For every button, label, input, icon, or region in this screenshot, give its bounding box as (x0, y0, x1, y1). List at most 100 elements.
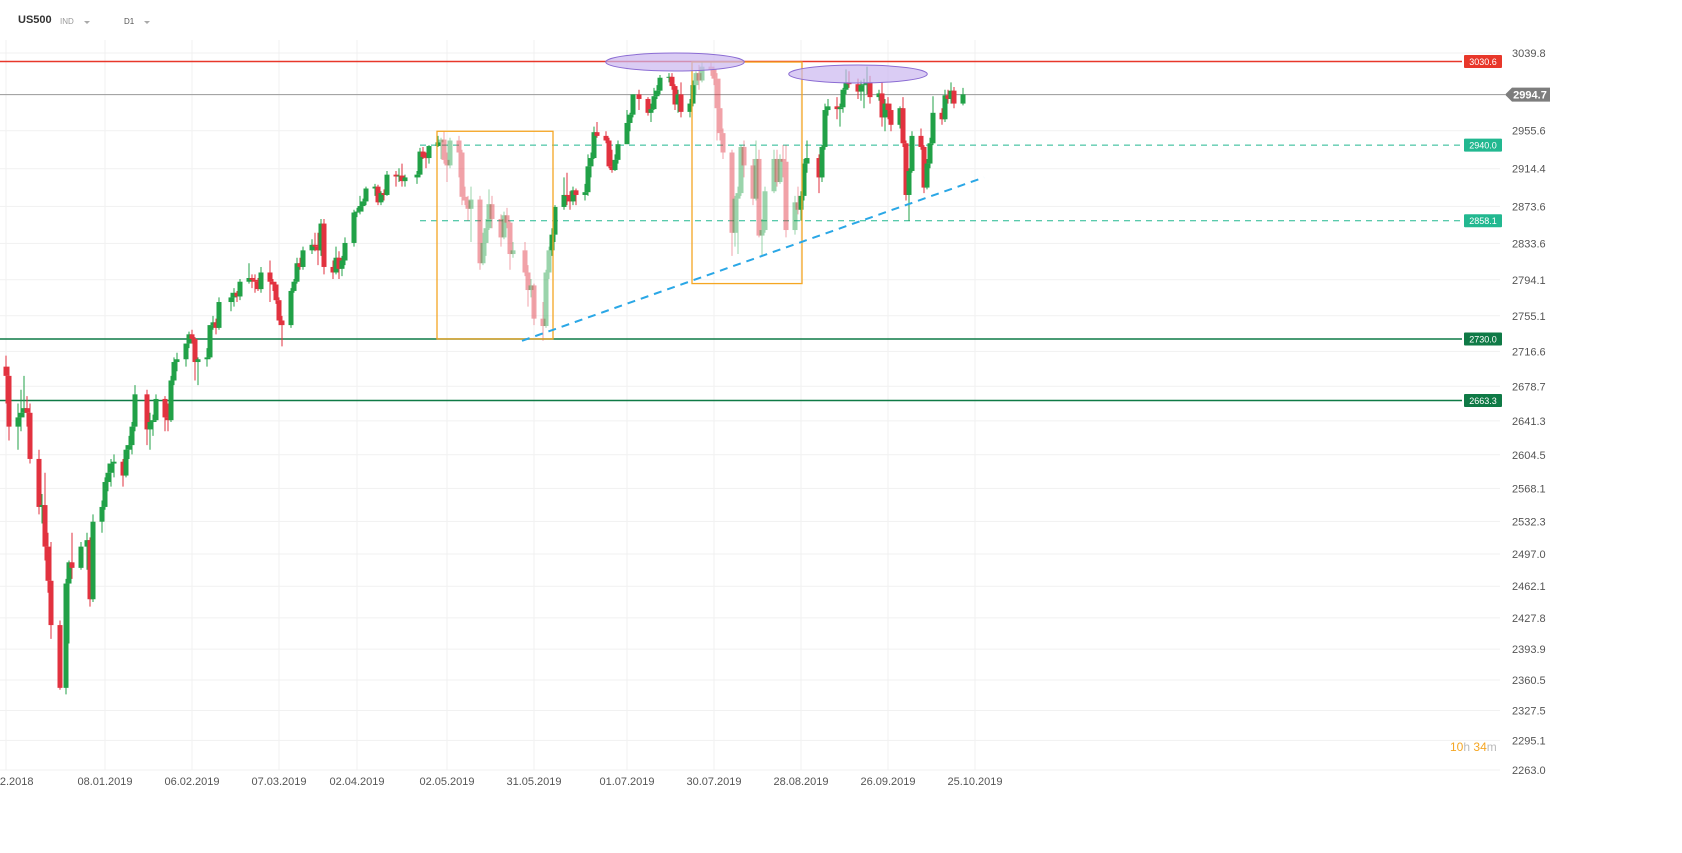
bullish-candle (378, 191, 384, 206)
candle-body (921, 146, 927, 188)
candle-body (204, 357, 210, 360)
bullish-candle (126, 435, 132, 459)
bullish-candle (906, 168, 912, 221)
bullish-candle (897, 106, 903, 129)
consolidation-box (436, 130, 554, 340)
y-tick-label: 2532.3 (1512, 516, 1546, 528)
bullish-candle (588, 152, 594, 178)
candle-body (816, 158, 822, 178)
candle-body (375, 186, 381, 203)
candle-body (501, 215, 507, 238)
bearish-candle (507, 220, 513, 270)
bearish-candle (144, 389, 150, 446)
candle-body (111, 461, 117, 464)
bearish-candle (321, 218, 327, 275)
candle-body (900, 108, 906, 144)
bullish-candle (360, 198, 366, 212)
candle-body (27, 412, 33, 459)
candle-body (780, 158, 786, 162)
bullish-candle (396, 168, 402, 183)
symbol-label[interactable]: US500 (18, 14, 52, 26)
timeframe-selector[interactable]: D1 (124, 17, 151, 26)
bullish-candle (762, 186, 768, 233)
bullish-candle (18, 389, 24, 432)
bullish-candle (549, 228, 555, 256)
bearish-candle (669, 73, 675, 90)
bearish-candle (444, 152, 450, 183)
bearish-candle (729, 149, 735, 256)
candle-body (168, 380, 174, 421)
bearish-candle (276, 297, 282, 326)
candle-body (837, 107, 843, 110)
bullish-candle (318, 218, 324, 256)
candle-body (234, 292, 240, 297)
bullish-candle (21, 375, 27, 418)
candle-body (381, 193, 387, 195)
candle-body (717, 108, 723, 134)
candle-body (477, 199, 483, 264)
y-tick-label: 2873.6 (1512, 201, 1546, 213)
bullish-candle (186, 331, 192, 349)
candle-body (498, 218, 504, 238)
candle-body (888, 110, 894, 125)
candle-body (825, 106, 831, 111)
bullish-candle (792, 195, 798, 235)
bearish-candle (267, 260, 273, 303)
candle-body (690, 85, 696, 104)
bullish-candle (102, 477, 108, 510)
candle-body (207, 325, 213, 358)
bullish-candle (693, 71, 699, 95)
market-label[interactable]: IND (60, 17, 91, 26)
bearish-candle (162, 396, 168, 432)
candle-body (543, 272, 549, 327)
bearish-candle (816, 154, 822, 194)
candle-body (540, 318, 546, 327)
bearish-candle (192, 337, 198, 381)
candle-body (147, 422, 153, 430)
market-dropdown-icon[interactable] (84, 21, 91, 24)
bullish-candle (690, 80, 696, 107)
candle-body (252, 279, 258, 282)
bullish-candle (570, 186, 576, 206)
y-tick-label: 2568.1 (1512, 483, 1546, 495)
candle-body (174, 359, 180, 363)
candle-body (123, 449, 129, 476)
bullish-candle (357, 195, 363, 215)
bullish-candle (924, 158, 930, 190)
candle-body (918, 135, 924, 147)
bullish-candle (591, 126, 597, 159)
candle-body (42, 505, 48, 547)
candle-body (696, 73, 702, 81)
candle-body (372, 186, 378, 189)
bullish-candle (777, 154, 783, 184)
bullish-candle (771, 149, 777, 194)
bullish-candle (339, 255, 345, 277)
candle-body (693, 73, 699, 86)
candle-body (522, 250, 528, 273)
bullish-candle (207, 325, 213, 360)
candle-body (216, 302, 222, 328)
bullish-candle (612, 154, 618, 171)
candle-body (399, 175, 405, 182)
horizontal-levels: 3030.6 2940.0 2858.1 2730.0 2663.3 2994.7 (0, 54, 1550, 408)
candle-body (6, 375, 12, 427)
bullish-candle (948, 82, 954, 104)
bullish-candle (615, 140, 621, 164)
bearish-candle (504, 207, 510, 229)
bullish-candle (480, 232, 486, 266)
bearish-candle (3, 355, 9, 404)
bearish-candle (252, 274, 258, 293)
bearish-candle (423, 152, 429, 169)
bearish-candle (315, 232, 321, 266)
bearish-candle (900, 97, 906, 147)
candle-body (102, 482, 108, 507)
bearish-candle (645, 97, 651, 116)
candle-body (105, 472, 111, 483)
timeframe-dropdown-icon[interactable] (144, 21, 151, 24)
consolidation-box (691, 61, 803, 285)
candle-body (435, 142, 441, 147)
candle-body (357, 206, 363, 212)
candle-body (48, 580, 54, 626)
candle-body (798, 195, 804, 210)
